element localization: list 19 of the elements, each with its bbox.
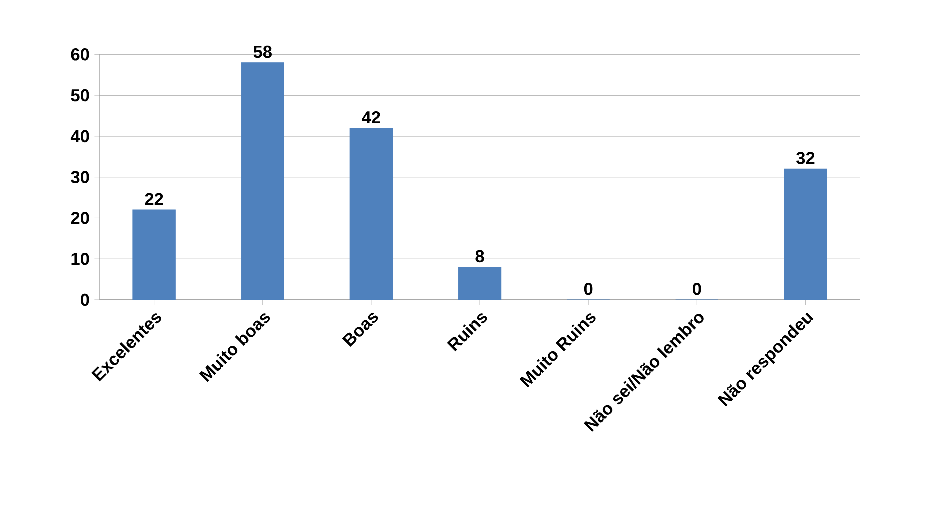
y-tick-label: 40 [70, 130, 90, 143]
bar [241, 62, 284, 300]
data-label: 42 [362, 111, 380, 124]
data-label: 0 [584, 283, 593, 296]
bar [132, 210, 176, 300]
y-tick-label: 0 [81, 294, 90, 306]
y-tick-label: 30 [71, 171, 90, 184]
data-label: 58 [254, 46, 272, 58]
y-tick-label: 50 [71, 89, 90, 102]
data-label: 0 [693, 283, 702, 296]
y-tick-label: 60 [71, 48, 90, 61]
bar [350, 128, 394, 300]
y-tick-label: 10 [72, 252, 90, 266]
data-label: 8 [476, 250, 484, 263]
data-label: 22 [145, 193, 164, 206]
data-label: 32 [796, 152, 815, 164]
bar [784, 168, 828, 300]
bar [458, 267, 502, 300]
y-tick-label: 20 [71, 212, 90, 224]
